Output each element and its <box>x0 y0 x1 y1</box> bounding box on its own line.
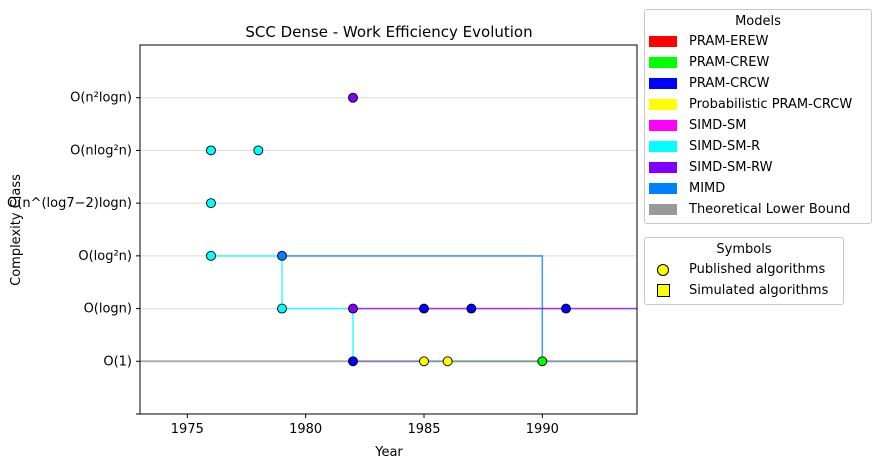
legend-swatch <box>649 183 677 194</box>
square-marker-icon <box>656 284 670 297</box>
y-tick-label: O(n²logn) <box>70 91 132 106</box>
data-point <box>419 303 429 314</box>
y-tick-label: O(nlog²n) <box>70 143 132 158</box>
legend-item: SIMD-SM <box>645 115 871 136</box>
data-point <box>442 356 453 367</box>
legend-simulated-label: Simulated algorithms <box>689 283 829 298</box>
legend-item: PRAM-CREW <box>645 52 871 73</box>
legend-item-label: Theoretical Lower Bound <box>689 202 851 217</box>
y-tick-label: O(1) <box>103 354 132 369</box>
legend-swatch <box>649 204 677 215</box>
legend-simulated: Simulated algorithms <box>645 280 843 301</box>
legend-swatch <box>649 99 677 110</box>
legend-swatch <box>649 57 677 68</box>
legend-item: PRAM-EREW <box>645 31 871 52</box>
data-point <box>206 198 216 209</box>
legend-item-label: PRAM-CREW <box>689 55 770 70</box>
legend-item-label: MIMD <box>689 181 726 196</box>
models-legend-title: Models <box>735 14 781 29</box>
circle-marker-icon <box>657 263 669 276</box>
legend-published: Published algorithms <box>645 259 843 280</box>
data-point <box>466 303 477 314</box>
data-point <box>277 303 287 314</box>
legend-item-label: SIMD-SM <box>689 118 747 133</box>
legend-item: Probabilistic PRAM-CRCW <box>645 94 871 115</box>
legend-swatch <box>649 78 677 89</box>
legend-item-label: SIMD-SM-R <box>689 139 761 154</box>
x-axis-label: Year <box>374 445 403 460</box>
symbols-legend: Symbols Published algorithms Simulated a… <box>644 237 844 305</box>
y-tick-label: O(log²n) <box>78 249 132 264</box>
data-points <box>206 92 571 367</box>
data-point <box>277 250 287 261</box>
legend-item: SIMD-SM-R <box>645 136 871 157</box>
data-point <box>419 356 429 367</box>
x-tick-label: 1975 <box>171 422 204 437</box>
legend-swatch <box>649 162 677 173</box>
data-point <box>253 145 264 156</box>
data-point <box>348 303 358 314</box>
legend-item-label: PRAM-CRCW <box>689 76 770 91</box>
data-point <box>348 92 358 103</box>
legend-item-label: Probabilistic PRAM-CRCW <box>689 97 853 112</box>
x-tick-label: 1990 <box>526 422 559 437</box>
data-point <box>537 356 548 367</box>
legend-swatch <box>649 120 677 131</box>
x-tick-label: 1985 <box>407 422 440 437</box>
symbols-legend-title: Symbols <box>716 242 772 257</box>
data-point <box>206 250 216 261</box>
models-legend: Models PRAM-EREW PRAM-CREW PRAM-CRCW Probab… <box>644 9 872 224</box>
legend-swatch <box>649 36 677 47</box>
legend-swatch <box>649 141 677 152</box>
x-axis: 1975 1980 1985 1990 <box>171 414 559 437</box>
plot-frame <box>139 44 638 415</box>
legend-item: PRAM-CRCW <box>645 73 871 94</box>
y-tick-label: O(n^(log7−2)logn) <box>7 196 132 211</box>
y-axis: O(1) O(logn) O(log²n) O(n^(log7−2)logn) O(nl… <box>7 91 140 415</box>
chart-title: SCC Dense - Work Efficiency Evolution <box>245 23 532 41</box>
data-point <box>561 303 571 314</box>
x-tick-label: 1980 <box>289 422 322 437</box>
legend-item: MIMD <box>645 178 871 199</box>
legend-item: Theoretical Lower Bound <box>645 199 871 220</box>
y-axis-label: Complexity Class <box>9 174 24 286</box>
legend-item: SIMD-SM-RW <box>645 157 871 178</box>
data-point <box>206 145 216 156</box>
grid <box>140 97 637 362</box>
legend-item-label: PRAM-EREW <box>689 34 769 49</box>
data-point <box>348 356 358 367</box>
y-tick-label: O(logn) <box>84 302 132 317</box>
legend-item-label: SIMD-SM-RW <box>689 160 773 175</box>
legend-published-label: Published algorithms <box>689 262 826 277</box>
